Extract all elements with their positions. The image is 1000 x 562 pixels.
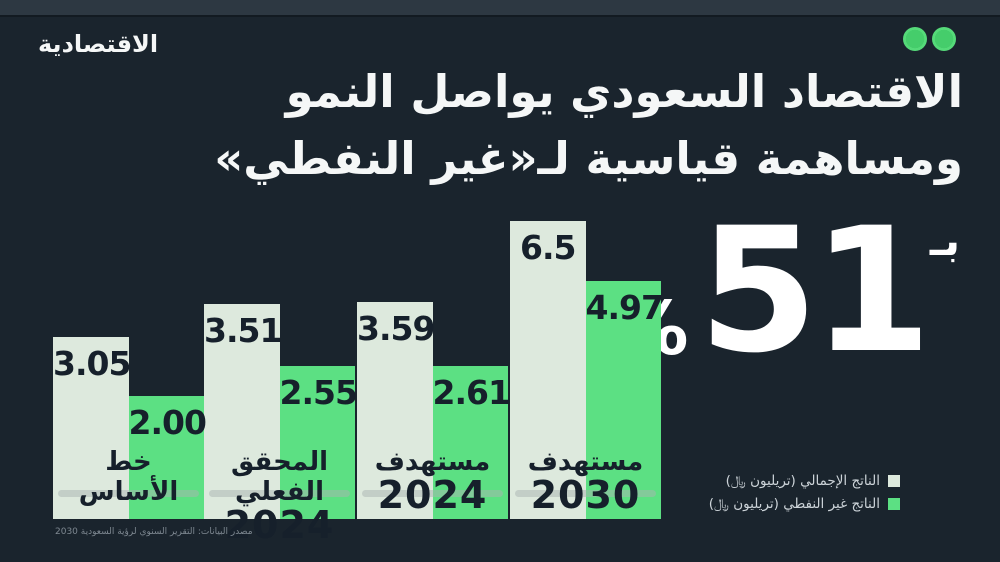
- brand-dots: [903, 27, 956, 51]
- group-label-year: 2024: [224, 503, 335, 547]
- bar-total-1: [53, 337, 129, 519]
- bar-total-2: [204, 304, 280, 519]
- green-dot-icon: [903, 27, 927, 51]
- bar-value-non_oil-2: 2.55: [279, 373, 358, 412]
- group-label-3: مستهدف 2024: [357, 447, 508, 517]
- bar-non_oil-1: [128, 396, 204, 519]
- group-label-text: مستهدف: [374, 447, 491, 477]
- stat-value: 51: [698, 190, 932, 391]
- group-label-text: مستهدف: [527, 447, 644, 477]
- bar-value-non_oil-1: 2.00: [128, 403, 207, 442]
- bar-value-non_oil-3: 2.61: [432, 373, 511, 412]
- baseline-rule: [515, 490, 656, 497]
- baseline-rule: [209, 490, 350, 497]
- bar-value-total-4: 6.5: [520, 228, 576, 267]
- group-label-year: 2024: [377, 473, 488, 517]
- group-label-4: مستهدف 2030: [510, 447, 661, 517]
- green-dot-icon: [932, 27, 956, 51]
- group-label-text: خط الأساس: [78, 447, 179, 507]
- bar-value-total-2: 3.51: [204, 311, 282, 350]
- bar-value-total-3: 3.59: [357, 309, 435, 348]
- chart-legend: الناتج الإجمالي (تريليون ﷼) الناتج غير ال…: [709, 473, 900, 512]
- bar-total-3: [357, 302, 433, 519]
- source-note: مصدر البيانات: التقرير السنوي لرؤية السع…: [55, 527, 253, 537]
- headline-line2: ومساهمة قياسية لـ«غير النفطي»: [214, 132, 963, 185]
- group-label-year: 2030: [530, 473, 641, 517]
- bar-value-non_oil-4: 4.97: [585, 288, 664, 327]
- top-band: [0, 0, 1000, 17]
- group-label-2: المحقق الفعلي 2024: [204, 447, 355, 547]
- baseline-rule: [58, 490, 199, 497]
- baseline-rule: [362, 490, 503, 497]
- headline: الاقتصاد السعودي يواصل النمو ومساهمة قيا…: [214, 58, 963, 192]
- brand-logo: الاقتصادية: [38, 30, 159, 58]
- legend-swatch-total: [888, 475, 900, 487]
- bar-total-4: [510, 221, 586, 519]
- bar-value-total-1: 3.05: [53, 344, 131, 383]
- legend-item-total: الناتج الإجمالي (تريليون ﷼): [726, 473, 900, 489]
- headline-line1: الاقتصاد السعودي يواصل النمو: [285, 65, 963, 118]
- bar-non_oil-4: [585, 281, 661, 519]
- group-label-1: خط الأساس: [53, 447, 204, 507]
- big-stat: % 51 بـ: [614, 190, 960, 391]
- legend-label-total: الناتج الإجمالي (تريليون ﷼): [725, 473, 880, 489]
- legend-swatch-non_oil: [888, 498, 900, 510]
- stat-prefix: بـ: [929, 216, 960, 265]
- legend-item-non_oil: الناتج غير النفطي (تريليون ﷼): [709, 496, 900, 512]
- group-label-text: المحقق الفعلي: [231, 447, 328, 507]
- legend-label-non_oil: الناتج غير النفطي (تريليون ﷼): [708, 496, 880, 512]
